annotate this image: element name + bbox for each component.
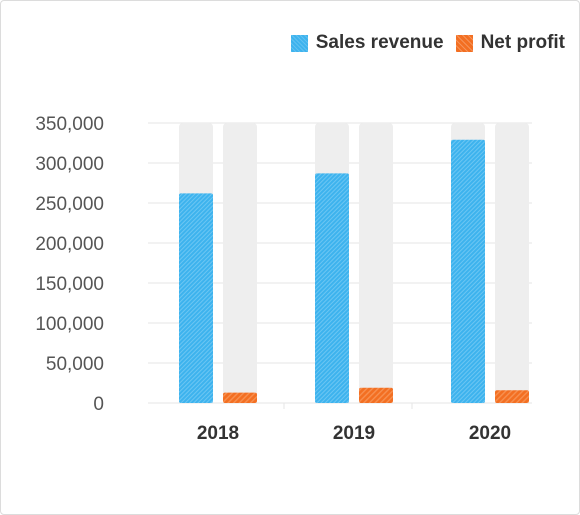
y-tick-label: 150,000 — [35, 274, 104, 295]
legend: Sales revenue Net profit — [290, 32, 565, 54]
bar-track — [223, 123, 257, 403]
legend-sales-label: Sales revenue — [315, 32, 444, 53]
profit-swatch — [455, 34, 473, 52]
sales-bar — [179, 193, 213, 403]
profit-bar — [495, 390, 529, 403]
sales-bar — [451, 139, 485, 404]
x-category-label: 2020 — [469, 423, 511, 444]
x-axis-categories: 2018 2019 2020 — [197, 423, 511, 444]
x-category-label: 2019 — [333, 423, 375, 444]
legend-item-sales: Sales revenue — [290, 32, 444, 54]
y-axis-ticks: 0 50,000 100,000 150,000 200,000 250,000 300,0… — [35, 114, 104, 415]
profit-bar — [359, 387, 393, 403]
profit-bar — [223, 392, 257, 403]
y-tick-label: 350,000 — [35, 114, 104, 135]
legend-item-profit: Net profit — [455, 32, 565, 54]
bar-track — [495, 123, 529, 403]
y-tick-label: 50,000 — [46, 354, 104, 375]
sales-bar — [315, 173, 349, 403]
y-tick-label: 0 — [93, 394, 104, 415]
bar-track — [359, 123, 393, 403]
legend-profit-label: Net profit — [480, 32, 565, 53]
bars — [179, 123, 529, 404]
y-tick-label: 200,000 — [35, 234, 104, 255]
x-category-label: 2018 — [197, 423, 239, 444]
sales-swatch — [290, 34, 308, 52]
y-tick-label: 100,000 — [35, 314, 104, 335]
y-tick-label: 250,000 — [35, 194, 104, 215]
y-tick-label: 300,000 — [35, 154, 104, 175]
